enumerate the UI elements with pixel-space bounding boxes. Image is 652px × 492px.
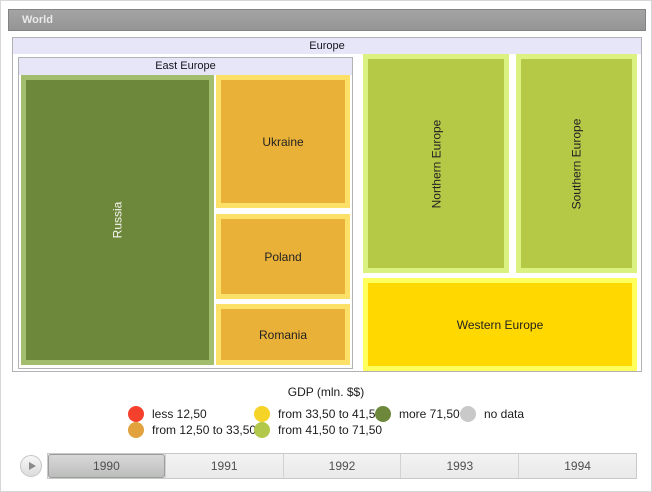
treemap-node-label: Western Europe xyxy=(456,317,544,332)
treemap-node-russia[interactable]: Russia xyxy=(21,75,214,365)
treemap-node-northern-europe[interactable]: Northern Europe xyxy=(363,54,509,273)
breadcrumb-world-button[interactable]: World xyxy=(8,9,646,31)
treemap-node-label: Poland xyxy=(264,249,302,264)
timeline-year-1994[interactable]: 1994 xyxy=(518,454,636,478)
legend-item-label: less 12,50 xyxy=(152,407,207,421)
legend-item-label: no data xyxy=(484,407,525,421)
treemap-node-label: Romania xyxy=(258,327,308,342)
treemap-node-label: Ukraine xyxy=(262,134,304,149)
legend-item: from 12,50 to 33,50 xyxy=(128,422,256,438)
play-icon xyxy=(28,462,36,470)
legend-item: more 71,50 xyxy=(375,406,460,422)
legend-item: less 12,50 xyxy=(128,406,207,422)
timeline-year-segments: 1990 1991 1992 1993 1994 xyxy=(47,453,637,479)
treemap-node-southern-europe[interactable]: Southern Europe xyxy=(516,54,637,273)
treemap-node-ukraine[interactable]: Ukraine xyxy=(216,75,350,208)
legend-item: from 33,50 to 41,50 xyxy=(254,406,382,422)
legend-swatch-orange-icon xyxy=(128,422,144,438)
treemap-node-label: Russia xyxy=(110,201,125,239)
legend-item: from 41,50 to 71,50 xyxy=(254,422,382,438)
legend-item-label: from 33,50 to 41,50 xyxy=(278,407,383,421)
legend-item-label: from 41,50 to 71,50 xyxy=(278,423,383,437)
treemap-node-label: Southern Europe xyxy=(569,118,584,209)
timeline-year-1990[interactable]: 1990 xyxy=(48,454,165,478)
treemap-node-label: Northern Europe xyxy=(429,119,443,208)
timeline-year-1992[interactable]: 1992 xyxy=(282,454,401,478)
timeline-year-1991[interactable]: 1991 xyxy=(164,454,283,478)
legend-swatch-darkgreen-icon xyxy=(375,406,391,422)
legend-swatch-red-icon xyxy=(128,406,144,422)
timeline-play-button[interactable] xyxy=(20,455,42,477)
treemap-node-western-europe[interactable]: Western Europe xyxy=(363,278,637,371)
treemap-node-poland[interactable]: Poland xyxy=(216,214,350,299)
legend-item-label: from 12,50 to 33,50 xyxy=(152,423,257,437)
treemap-node-romania[interactable]: Romania xyxy=(216,304,350,365)
legend-swatch-yellowgreen-icon xyxy=(254,422,270,438)
legend-swatch-yellow-icon xyxy=(254,406,270,422)
legend-item: no data xyxy=(460,406,524,422)
europe-group-header[interactable]: Europe xyxy=(13,38,641,54)
legend-swatch-gray-icon xyxy=(460,406,476,422)
legend-item-label: more 71,50 xyxy=(399,407,460,421)
timeline-year-1993[interactable]: 1993 xyxy=(400,454,519,478)
legend-title: GDP (mln. $$) xyxy=(287,385,365,399)
east-europe-group-header[interactable]: East Europe xyxy=(19,58,352,75)
